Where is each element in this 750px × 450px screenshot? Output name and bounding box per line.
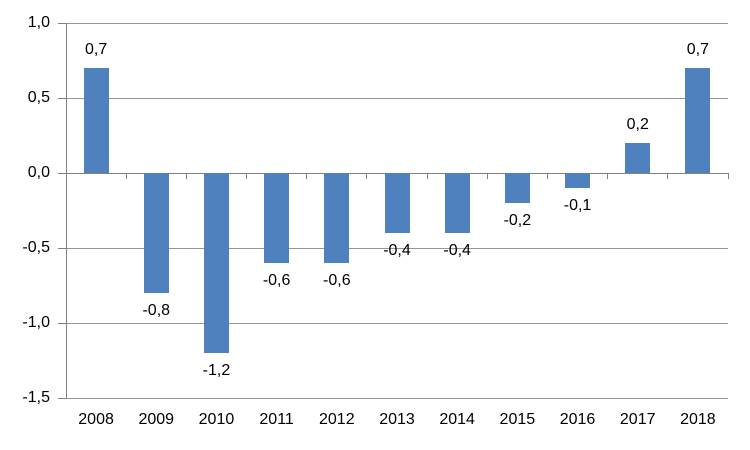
y-axis-label: 0,5 — [27, 89, 50, 106]
x-axis-label: 2009 — [138, 411, 175, 428]
x-axis-label: 2008 — [78, 411, 114, 428]
bar-data-label: -0,6 — [262, 272, 291, 289]
bar-2016 — [565, 173, 591, 188]
gridline — [66, 97, 728, 99]
x-axis-tick — [246, 173, 248, 179]
bar-data-label: -0,4 — [383, 242, 411, 259]
bar-data-label: -1,2 — [202, 362, 231, 379]
gridline — [66, 22, 728, 24]
x-axis-label: 2015 — [499, 411, 536, 428]
bar-data-label: -0,2 — [503, 212, 532, 229]
bar-data-label: 0,7 — [686, 41, 710, 58]
x-axis-tick — [486, 173, 488, 179]
y-axis-tick — [58, 397, 66, 399]
gridline — [66, 322, 728, 324]
x-axis-tick — [426, 173, 428, 179]
y-axis-line — [66, 23, 67, 398]
bar-data-label: -0,6 — [323, 272, 351, 289]
bar-2009 — [143, 173, 169, 293]
bar-2018 — [685, 68, 711, 173]
x-axis-label: 2018 — [680, 411, 716, 428]
bar-2008 — [83, 68, 109, 173]
x-axis-label: 2014 — [439, 411, 475, 428]
gridline — [66, 397, 728, 399]
bar-2013 — [384, 173, 410, 233]
y-axis-tick — [58, 22, 66, 24]
x-axis-label: 2017 — [619, 411, 656, 428]
x-axis-tick — [125, 173, 127, 179]
x-axis-tick — [727, 173, 729, 179]
bar-data-label: -0,1 — [563, 197, 592, 214]
bar-data-label: 0,7 — [84, 41, 108, 58]
x-axis-tick — [185, 173, 187, 179]
y-axis-label: 0,0 — [27, 164, 50, 181]
x-axis-tick — [607, 173, 609, 179]
bar-2010 — [203, 173, 229, 353]
x-axis-tick — [667, 173, 669, 179]
y-axis-label: -1,0 — [22, 314, 50, 331]
bar-2011 — [264, 173, 290, 263]
x-axis-tick — [65, 173, 67, 179]
x-axis-tick — [306, 173, 308, 179]
bar-2015 — [504, 173, 530, 203]
bar-data-label: -0,8 — [142, 302, 171, 319]
bar-data-label: -0,4 — [443, 242, 471, 259]
x-axis-label: 2012 — [319, 411, 355, 428]
x-axis-label: 2013 — [379, 411, 415, 428]
x-axis-label: 2010 — [198, 411, 235, 428]
y-axis-tick — [58, 97, 66, 99]
gridline — [66, 247, 728, 249]
x-axis-tick — [546, 173, 548, 179]
bar-2014 — [444, 173, 470, 233]
y-axis-tick — [58, 247, 66, 249]
x-axis-label: 2016 — [559, 411, 596, 428]
bar-2012 — [324, 173, 350, 263]
x-axis-label: 2011 — [259, 411, 294, 428]
y-axis-label: 1,0 — [27, 14, 50, 31]
bar-data-label: 0,2 — [626, 116, 649, 133]
y-axis-tick — [58, 172, 66, 174]
plot-area: 0,7 -0,8 -1,2 -0,6 -0,6 -0,4 -0,4 -0,2 -0,1 0,2 0,… — [58, 22, 729, 399]
y-axis-label: -0,5 — [22, 239, 50, 256]
y-axis-label: -1,5 — [22, 389, 50, 406]
y-axis-tick — [58, 322, 66, 324]
x-axis-tick — [366, 173, 368, 179]
bar-2017 — [625, 143, 651, 173]
